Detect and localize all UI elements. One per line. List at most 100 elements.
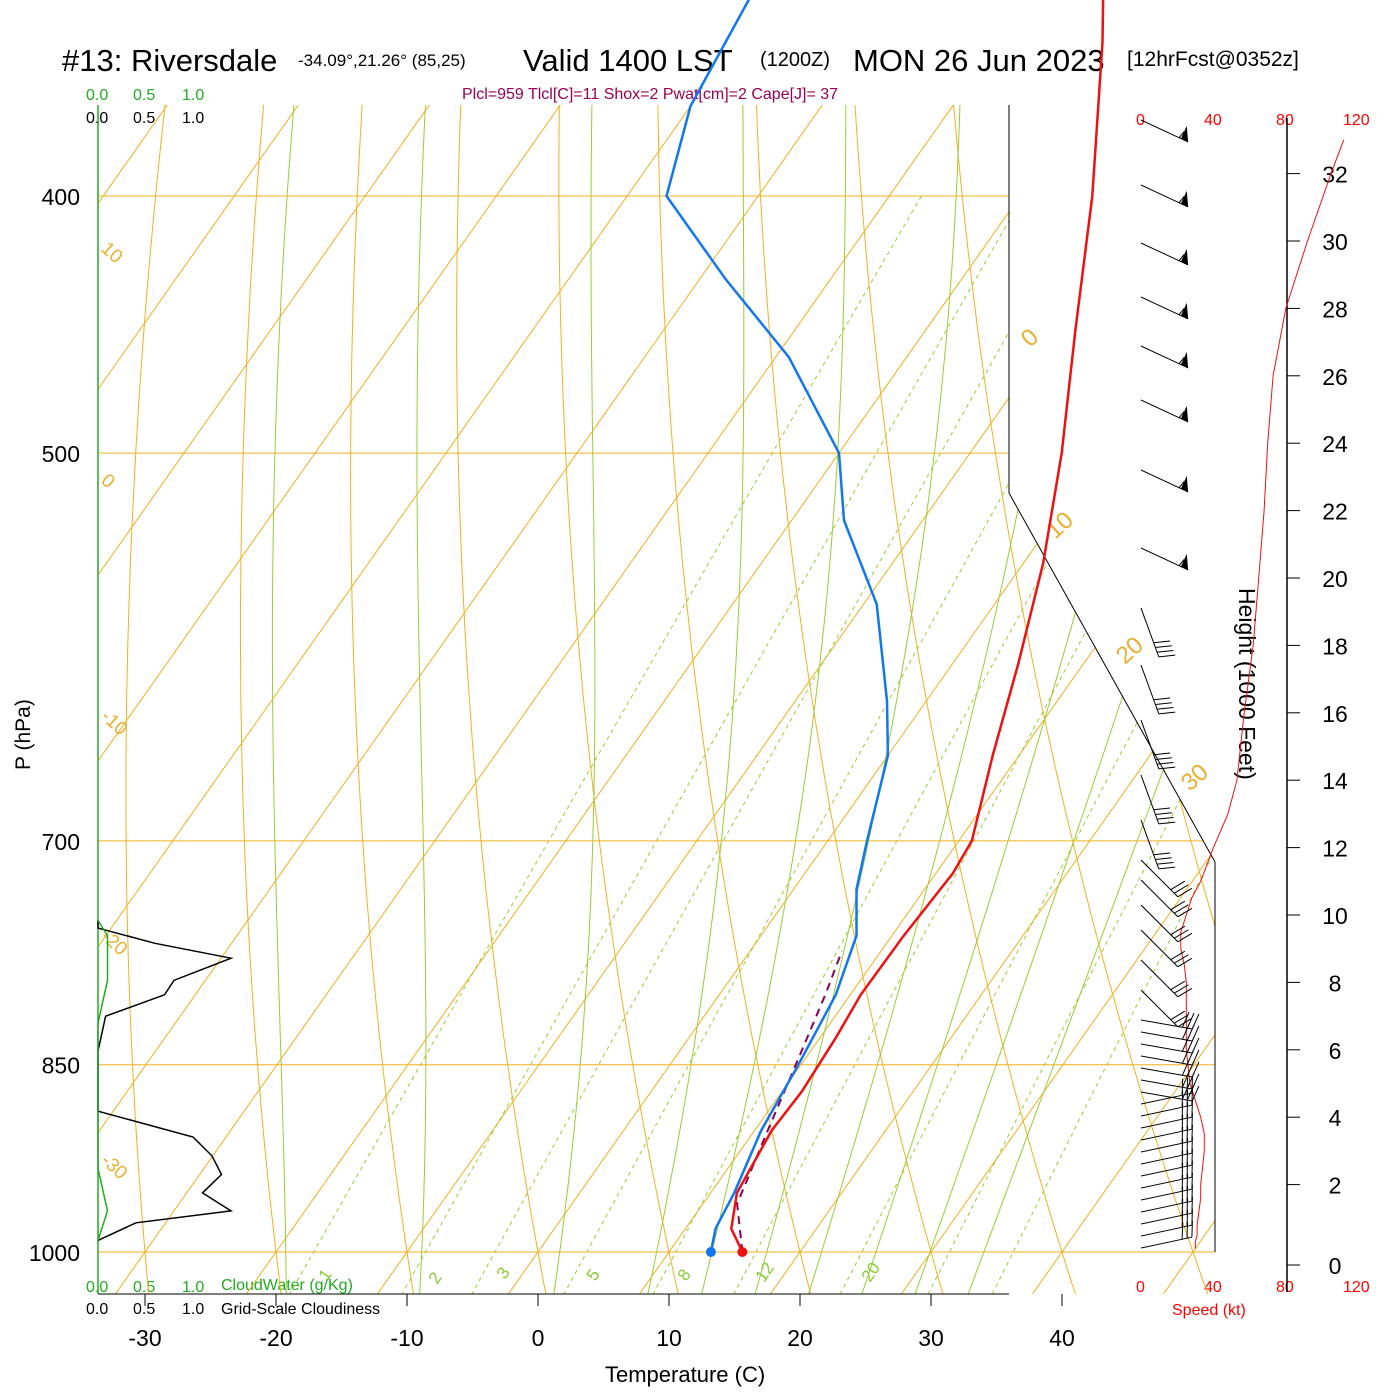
dry-adiabat-line [558,105,687,1294]
wind-barb [1140,904,1193,943]
background-lines [98,105,1215,1294]
barb-staff [1140,1152,1192,1165]
wind-barb [1140,1036,1200,1054]
isotherm-line [98,105,947,1294]
barb-flag [1191,1085,1200,1102]
clipped-background [98,105,1215,1294]
barb-flag [1173,884,1189,894]
cloudiness-tick-bottom-0: 0.0 [86,1301,108,1318]
dry-adiabat-line [456,105,554,1294]
pressure-tick-label: 500 [42,441,80,467]
forecast-date: MON 26 Jun 2023 [853,43,1105,78]
x-tick-label: 20 [787,1325,813,1351]
height-tick-label: 16 [1322,701,1348,727]
barb-flag [1170,950,1186,961]
moist-adiabat-line [271,105,344,1294]
barb-staff [1140,607,1160,658]
barb-staff [1140,1224,1192,1237]
barb-half-flag [1178,411,1185,419]
wind-barbs [1140,119,1345,1249]
barb-flag [1155,757,1172,760]
barb-staff [1140,664,1160,715]
wind-barb [1140,1060,1200,1078]
cloudiness-tick-top-0: 0.0 [86,110,108,127]
parcel-path-line [736,950,843,1253]
barb-flag [1158,866,1176,870]
wind-barb [1140,664,1176,715]
barb-staff [1140,1236,1192,1249]
wind-barb [1140,719,1176,770]
height-tick-label: 6 [1329,1038,1342,1064]
barb-staff [1140,774,1160,825]
speed-tick-top-3: 120 [1343,112,1370,129]
forecast-run: [12hrFcst@0352z] [1127,48,1299,71]
pressure-tick-label: 400 [42,184,80,210]
isotherm-line [220,105,1215,1294]
speed-tick-bottom-1: 40 [1204,1279,1222,1296]
barb-staff [1140,1116,1192,1129]
barb-staff [1140,242,1189,266]
cloud-profile [97,920,234,1242]
mixing-ratio-label: 8 [674,1266,695,1285]
barb-pennant [1180,405,1189,422]
barb-flag [1170,1010,1186,1021]
barb-flag [1191,1061,1200,1078]
x-tick-label: 10 [656,1325,682,1351]
barb-flag [1157,706,1174,710]
isotherm-line [482,105,1215,1294]
barb-half-flag [1178,196,1185,204]
mixing-ratio-line [268,195,922,1294]
barb-staff [1140,1019,1193,1030]
barb-flag [1157,761,1174,765]
barb-pennant [1180,475,1189,492]
barb-staff [1140,184,1189,208]
height-tick-label: 0 [1329,1253,1342,1279]
speed-tick-top-0: 0 [1136,112,1145,129]
mixing-ratio-label: 12 [752,1259,778,1285]
wind-barb [1140,1072,1200,1090]
temperature-line [730,0,1105,1253]
cloudiness-tick-bottom-1: 0.5 [133,1301,155,1318]
mixing-ratio-line [821,195,1215,1294]
dry-adiabat-line [240,105,334,1294]
barb-staff [1140,1067,1193,1078]
isotherm-label: 0 [97,470,119,493]
barb-flag [1170,900,1186,911]
barb-staff [1140,469,1189,493]
barb-flag [1177,957,1193,968]
barb-flag [1191,1049,1200,1066]
barb-flag [1155,702,1172,705]
speed-tick-bottom-0: 0 [1136,1279,1145,1296]
moist-adiabat-line [796,105,1104,1294]
wind-barb [1140,242,1189,266]
sounding-profiles [665,0,1105,1257]
speed-tick-top-1: 40 [1204,112,1222,129]
barb-pennant [1180,248,1189,265]
height-tick-label: 32 [1322,162,1348,188]
dewpoint-line [665,0,890,1253]
dry-adiabat-line [350,105,420,1294]
height-tick-label: 8 [1329,970,1342,996]
barb-staff [1140,1079,1193,1090]
dry-adiabat-line [752,105,955,1294]
barb-flag [1177,907,1193,918]
wind-barb [1140,547,1189,571]
isotherm-line [98,105,1209,1294]
isotherm-label: -20 [97,926,131,960]
chart-frame [97,105,1288,1295]
pressure-tick-label: 1000 [29,1240,80,1266]
x-tick-label: 0 [532,1325,545,1351]
barb-flag [1153,807,1171,811]
barb-flag [1173,954,1189,964]
stability-indices: Plcl=959 Tlcl[C]=11 Shox=2 Pwat[cm]=2 Ca… [462,86,838,103]
mixing-ratio-label: 5 [583,1266,604,1285]
wind-barb [1140,859,1193,898]
cloudwater-tick-top-1: 0.5 [133,87,155,104]
moist-adiabat-line [548,105,623,1294]
barb-flag [1191,1037,1200,1054]
barb-flag [1177,987,1193,998]
speed-tick-bottom-2: 80 [1276,1279,1294,1296]
isotherm-line [351,105,1215,1294]
height-tick-label: 18 [1322,633,1348,659]
